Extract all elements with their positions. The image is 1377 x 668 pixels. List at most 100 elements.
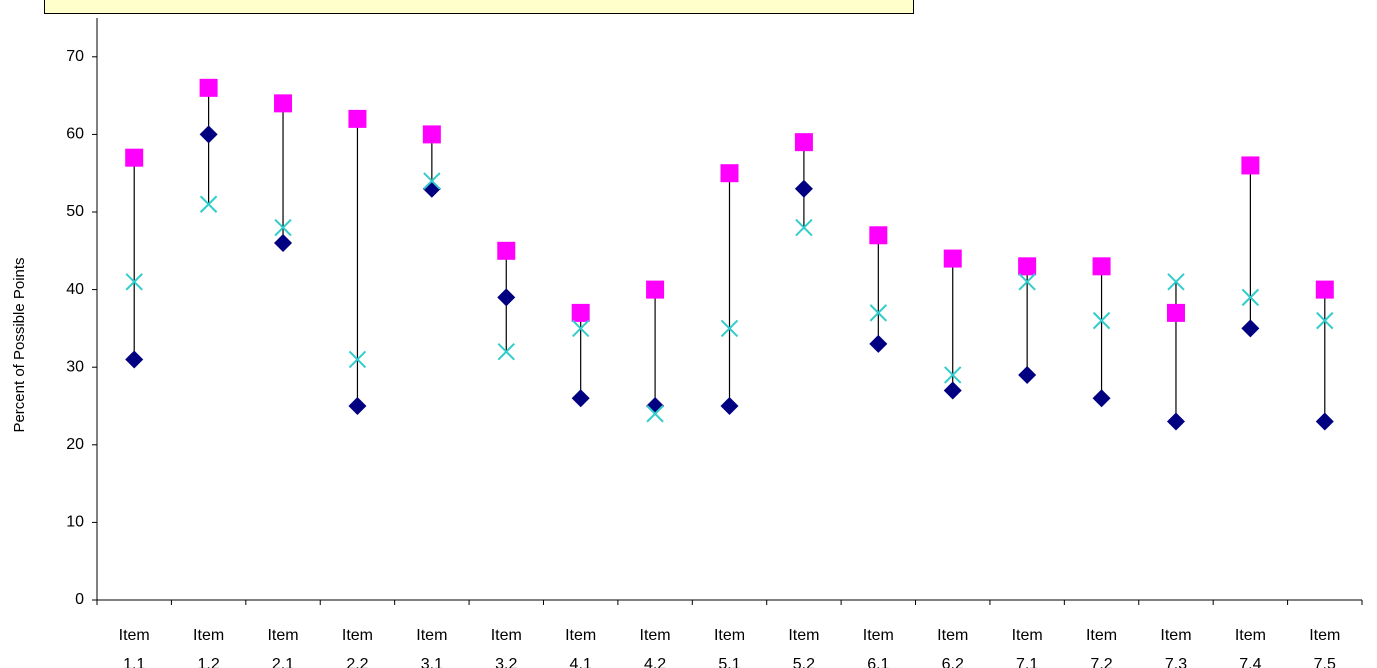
x-tick-label: Item (1012, 627, 1043, 644)
x-marker (1018, 273, 1036, 291)
x-tick-label: 3.1 (421, 656, 443, 668)
diamond-marker (1166, 412, 1185, 431)
x-tick-label: Item (1160, 627, 1191, 644)
x-tick-label: Item (267, 627, 298, 644)
diamond-marker (1315, 412, 1334, 431)
square-marker (497, 241, 516, 260)
x-tick-label: Item (193, 627, 224, 644)
diamond-marker (571, 389, 590, 408)
diamond-marker (274, 234, 293, 253)
x-marker (1092, 311, 1111, 330)
x-tick-label: Item (863, 627, 894, 644)
square-marker (720, 164, 739, 183)
x-marker (944, 366, 962, 384)
x-marker-stroke (1092, 311, 1111, 330)
x-marker (274, 218, 292, 237)
x-marker (571, 319, 590, 338)
y-tick-label: 30 (66, 358, 84, 375)
x-marker-stroke (869, 304, 888, 322)
x-marker-stroke (125, 273, 143, 291)
legend-box (44, 0, 914, 14)
x-marker-stroke (1018, 273, 1036, 291)
x-tick-labels: Item 1.1 Item 1.2 Item 2.1 Item 2.2 Item 3.1 Item 3… (119, 627, 1341, 668)
x-tick-label: Item (714, 627, 745, 644)
x-tick-label: Item (937, 627, 968, 644)
x-marker-stroke (795, 218, 813, 237)
x-marker-stroke (1241, 288, 1260, 307)
x-marker (1316, 311, 1334, 330)
square-marker (348, 109, 367, 128)
diamond-marker (1241, 319, 1260, 338)
square-marker (794, 133, 813, 152)
x-marker (1241, 288, 1260, 307)
x-tick-label: 6.2 (942, 656, 964, 668)
x-tick-label: Item (491, 627, 522, 644)
x-tick-label: Item (640, 627, 671, 644)
y-tick-label: 60 (66, 126, 84, 143)
x-tick-label: 7.4 (1239, 656, 1261, 668)
x-tick-label: 7.2 (1090, 656, 1112, 668)
diamond-marker (869, 334, 888, 353)
square-marker (869, 226, 888, 245)
x-tick-label: 5.2 (793, 656, 815, 668)
x-tick-label: Item (416, 627, 447, 644)
x-tick-label: Item (1235, 627, 1266, 644)
axes (92, 18, 1363, 605)
x-tick-label: 6.1 (867, 656, 889, 668)
x-marker-stroke (646, 405, 664, 423)
x-marker-stroke (571, 319, 590, 338)
x-tick-label: 5.1 (718, 656, 740, 668)
x-marker-stroke (1167, 273, 1185, 291)
square-marker (125, 148, 144, 167)
square-marker (646, 280, 665, 299)
range-lines (133, 87, 1326, 422)
x-tick-label: 7.1 (1016, 656, 1038, 668)
x-tick-label: Item (342, 627, 373, 644)
square-marker (274, 94, 293, 113)
x-tick-label: Item (565, 627, 596, 644)
y-tick-label: 70 (66, 48, 84, 65)
x-marker (199, 195, 218, 213)
x-tick-label: Item (1309, 627, 1340, 644)
x-tick-label: Item (119, 627, 150, 644)
x-tick-label: 3.2 (495, 656, 517, 668)
x-marker (423, 172, 441, 190)
x-marker-stroke (348, 350, 367, 369)
x-marker-stroke (199, 195, 218, 213)
square-marker (1092, 257, 1111, 276)
x-marker (795, 218, 813, 237)
x-marker (646, 405, 664, 423)
square-marker (1315, 280, 1334, 299)
diamond-marker (497, 288, 516, 307)
square-marker (943, 249, 962, 268)
diamond-marker (199, 125, 218, 144)
diamond-marker (125, 350, 144, 369)
x-marker (348, 350, 367, 369)
x-tick-label: Item (788, 627, 819, 644)
diamond-marker (646, 397, 665, 415)
y-tick-label: 50 (66, 203, 84, 220)
markers (125, 78, 1334, 431)
square-marker (1241, 156, 1260, 175)
x-tick-label: 2.1 (272, 656, 294, 668)
x-marker-stroke (274, 218, 292, 237)
y-tick-labels: 0 10 20 30 40 50 60 70 (66, 48, 84, 608)
x-marker (720, 319, 739, 338)
x-marker-stroke (497, 342, 515, 361)
y-tick-label: 10 (66, 514, 84, 531)
diamond-marker (794, 179, 813, 198)
y-axis-title: Percent of Possible Points (11, 257, 28, 432)
x-tick-label: 1.2 (197, 656, 219, 668)
square-marker (1018, 257, 1037, 276)
x-marker-stroke (720, 319, 739, 338)
x-tick-label: Item (1086, 627, 1117, 644)
diamond-marker (943, 381, 962, 400)
square-marker (199, 78, 218, 97)
diamond-marker (720, 397, 739, 415)
diamond-marker (348, 397, 367, 415)
y-tick-label: 0 (75, 591, 84, 608)
x-marker-stroke (944, 366, 962, 384)
y-tick-label: 40 (66, 281, 84, 298)
x-marker-stroke (423, 172, 441, 190)
